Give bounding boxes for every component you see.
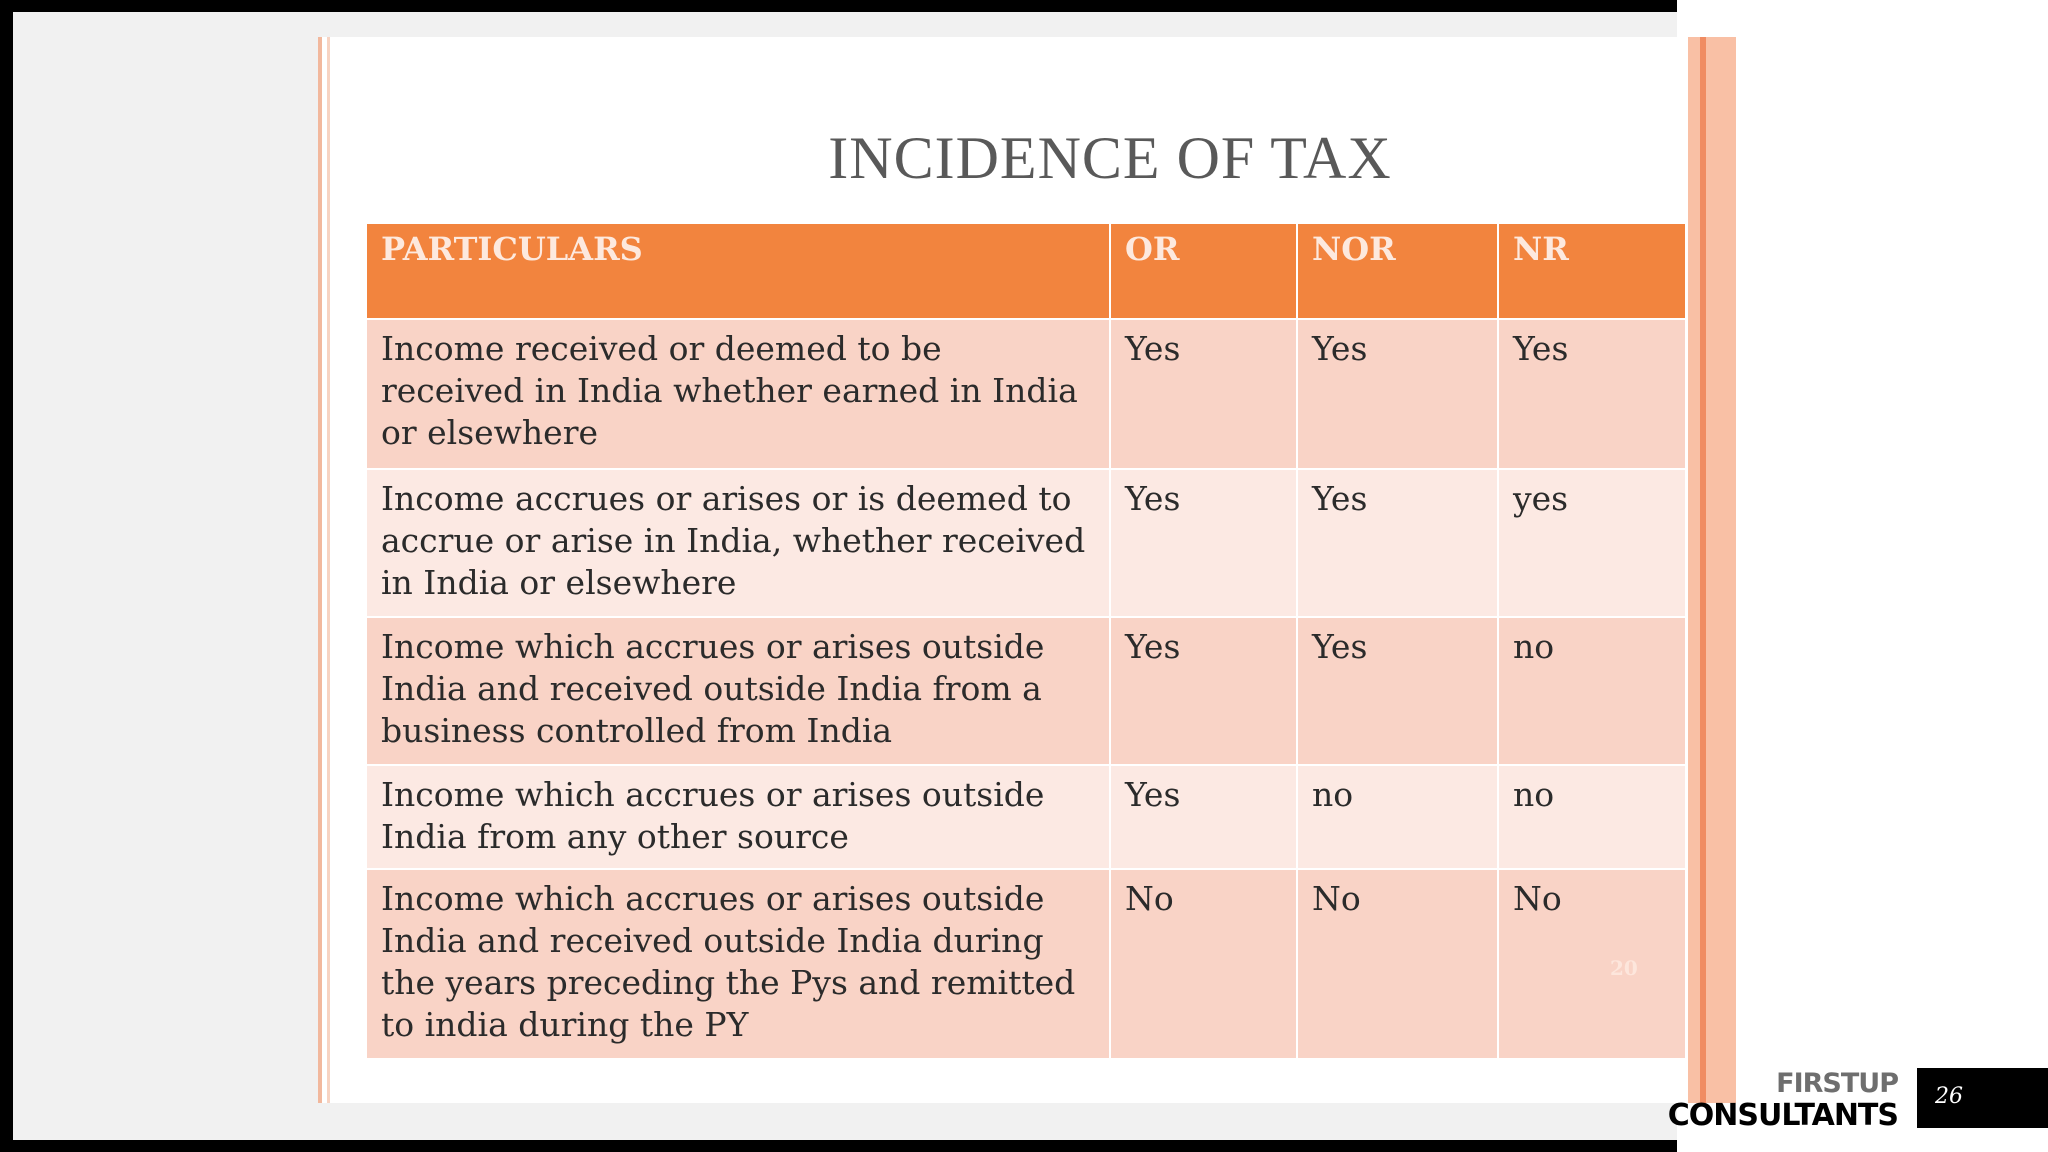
cell-nr: No	[1499, 870, 1685, 1060]
header-particulars: PARTICULARS	[367, 224, 1111, 320]
cell-nr: no	[1499, 618, 1685, 766]
cell-particulars: Income which accrues or arises outside I…	[367, 870, 1111, 1060]
incidence-table: PARTICULARS OR NOR NR Income received or…	[367, 224, 1685, 1060]
brand-line-2: CONSULTANTS	[1667, 1098, 1899, 1133]
faint-slide-number: 20	[1610, 956, 1638, 980]
cell-nor: no	[1298, 766, 1499, 870]
slide-right-band-stripe	[1700, 37, 1706, 1103]
cell-or: Yes	[1111, 766, 1298, 870]
cell-nor: Yes	[1298, 618, 1499, 766]
table-row: Income which accrues or arises outside I…	[367, 766, 1685, 870]
slide-left-border	[318, 37, 322, 1103]
cell-particulars: Income which accrues or arises outside I…	[367, 766, 1111, 870]
slide-left-border-inner	[327, 37, 330, 1103]
cell-nr: Yes	[1499, 320, 1685, 470]
slide-title: INCIDENCE OF TAX	[828, 125, 1392, 191]
cell-nr: yes	[1499, 470, 1685, 618]
cell-nor: Yes	[1298, 320, 1499, 470]
cell-or: Yes	[1111, 618, 1298, 766]
table-row: Income which accrues or arises outside I…	[367, 618, 1685, 766]
table-header-row: PARTICULARS OR NOR NR	[367, 224, 1685, 320]
table-row: Income accrues or arises or is deemed to…	[367, 470, 1685, 618]
page-number-box: 26	[1917, 1068, 2048, 1128]
cell-or: Yes	[1111, 470, 1298, 618]
cell-nor: Yes	[1298, 470, 1499, 618]
cell-nor: No	[1298, 870, 1499, 1060]
cell-nr: no	[1499, 766, 1685, 870]
header-nor: NOR	[1298, 224, 1499, 320]
table-row: Income which accrues or arises outside I…	[367, 870, 1685, 1060]
cell-or: No	[1111, 870, 1298, 1060]
table-row: Income received or deemed to be received…	[367, 320, 1685, 470]
cell-particulars: Income which accrues or arises outside I…	[367, 618, 1111, 766]
header-or: OR	[1111, 224, 1298, 320]
slide-right-band	[1688, 37, 1736, 1103]
cell-particulars: Income received or deemed to be received…	[367, 320, 1111, 470]
page-number: 26	[1935, 1084, 1963, 1109]
brand-line-1: FIRSTUP	[1776, 1068, 1899, 1099]
header-nr: NR	[1499, 224, 1685, 320]
cell-or: Yes	[1111, 320, 1298, 470]
cell-particulars: Income accrues or arises or is deemed to…	[367, 470, 1111, 618]
